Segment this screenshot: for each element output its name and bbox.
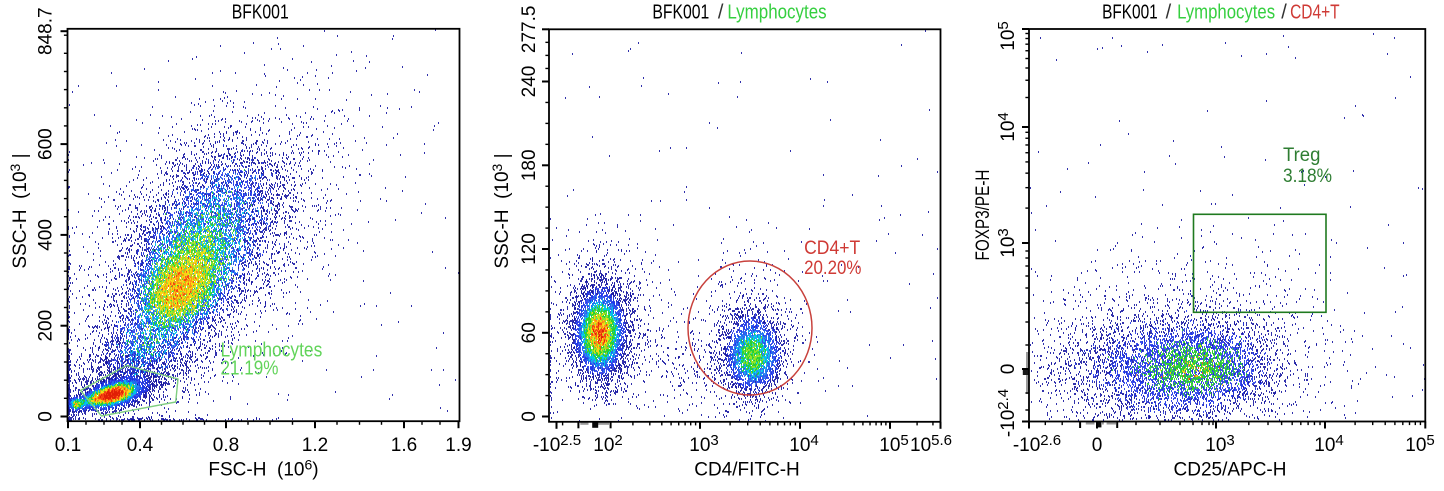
svg-text:Treg: Treg: [1283, 145, 1320, 166]
svg-text:CD25/APC-H: CD25/APC-H: [1174, 460, 1287, 481]
svg-text:200: 200: [36, 310, 57, 342]
svg-text:60: 60: [519, 322, 540, 343]
svg-text:21.19%: 21.19%: [221, 357, 279, 379]
svg-text:1.2: 1.2: [302, 435, 328, 456]
svg-text:600: 600: [36, 128, 57, 160]
svg-text:0: 0: [519, 411, 540, 422]
svg-text:Lymphocytes: Lymphocytes: [727, 2, 826, 24]
svg-text:/: /: [718, 2, 724, 24]
svg-text:FOXP3/PE-H: FOXP3/PE-H: [973, 170, 994, 261]
svg-text:/: /: [1281, 2, 1287, 24]
svg-text:BFK001: BFK001: [1102, 2, 1158, 24]
svg-text:0.1: 0.1: [55, 435, 81, 456]
svg-text:Lymphocytes: Lymphocytes: [221, 340, 323, 362]
svg-text:0: 0: [1092, 435, 1103, 456]
svg-text:BFK001: BFK001: [652, 2, 709, 24]
svg-text:120: 120: [519, 233, 540, 265]
svg-text:-102.4: -102.4: [995, 389, 1019, 437]
svg-text:3.18%: 3.18%: [1283, 166, 1332, 187]
svg-text:1.6: 1.6: [391, 435, 417, 456]
svg-text:400: 400: [36, 219, 57, 251]
svg-text:0.4: 0.4: [127, 435, 154, 456]
svg-text:180: 180: [519, 149, 540, 181]
svg-text:0: 0: [998, 364, 1019, 375]
svg-text:Lymphocytes: Lymphocytes: [1177, 2, 1275, 24]
svg-text:BFK001: BFK001: [232, 2, 289, 24]
svg-text:0.8: 0.8: [213, 435, 239, 456]
svg-text:SSC-H (103 |: SSC-H (103 |: [489, 153, 513, 268]
svg-text:CD4+T: CD4+T: [804, 238, 860, 259]
svg-text:-102.6: -102.6: [1013, 432, 1061, 456]
svg-text:848.7: 848.7: [36, 7, 57, 55]
svg-text:CD4/FITC-H: CD4/FITC-H: [694, 460, 800, 481]
svg-text:CD4+T: CD4+T: [1290, 2, 1340, 24]
svg-text:/: /: [1166, 2, 1172, 24]
svg-text:20.20%: 20.20%: [804, 258, 861, 279]
svg-text:1.9: 1.9: [445, 435, 471, 456]
svg-text:240: 240: [519, 66, 540, 98]
svg-text:SSC-H (103 |: SSC-H (103 |: [7, 153, 31, 268]
svg-text:0: 0: [36, 411, 57, 422]
svg-text:277.5: 277.5: [519, 6, 540, 54]
svg-text:FSC-H (106): FSC-H (106): [208, 457, 318, 481]
